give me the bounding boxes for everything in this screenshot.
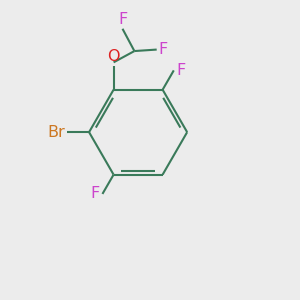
Text: F: F [118, 12, 127, 27]
Text: F: F [176, 63, 185, 78]
Text: F: F [158, 42, 167, 57]
Text: O: O [107, 50, 120, 64]
Text: Br: Br [47, 125, 65, 140]
Text: F: F [91, 186, 100, 201]
